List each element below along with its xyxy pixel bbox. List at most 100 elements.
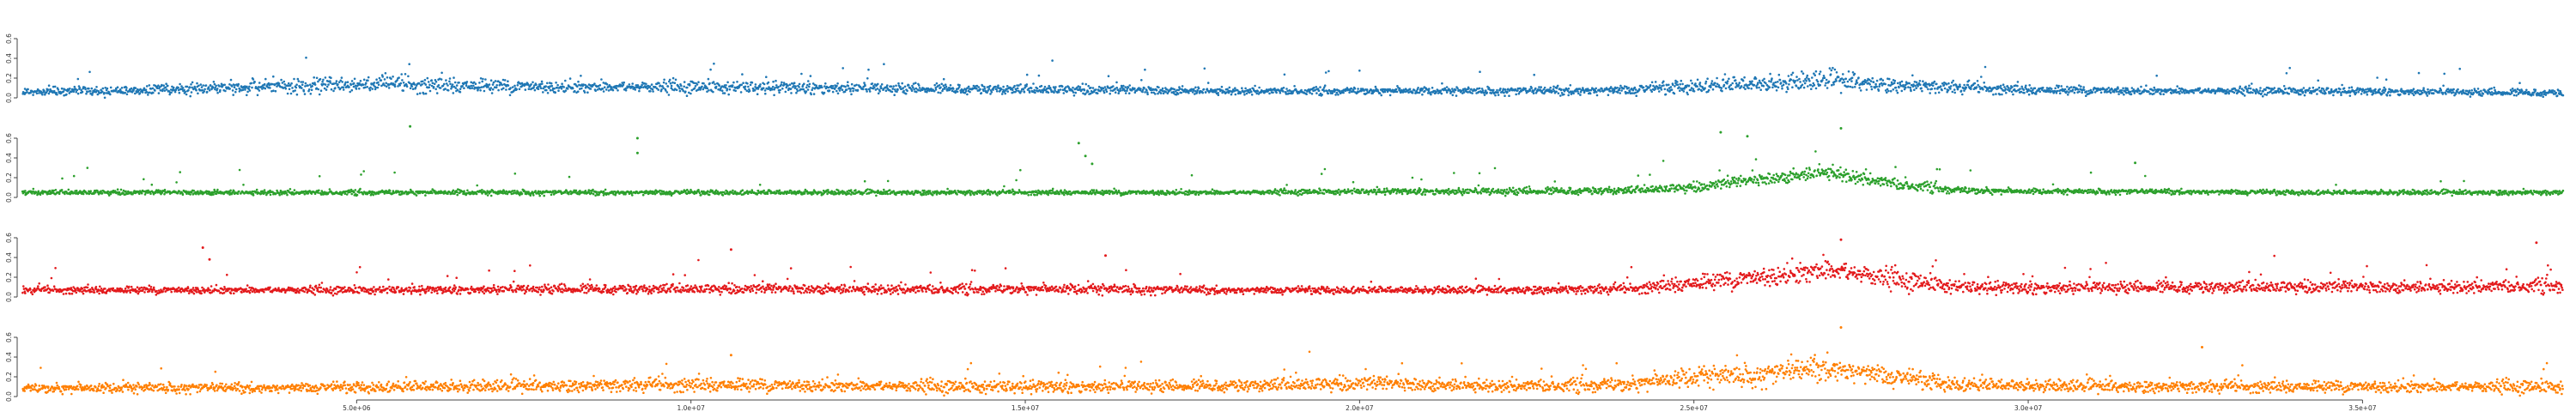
data-point (2421, 91, 2424, 94)
data-point (1451, 94, 1455, 97)
data-point (1072, 94, 1076, 97)
data-point (532, 81, 534, 84)
data-point (422, 93, 425, 95)
data-point (734, 89, 737, 93)
data-point (404, 73, 407, 76)
data-point (204, 88, 206, 91)
data-point (209, 84, 212, 87)
data-point (727, 93, 730, 96)
data-point (201, 88, 204, 92)
data-point (2490, 87, 2493, 90)
data-point (790, 92, 793, 94)
data-point (1959, 83, 1961, 86)
data-point (667, 94, 671, 96)
data-point (430, 79, 434, 82)
data-point (745, 89, 749, 92)
data-point (1540, 86, 1542, 88)
data-point (1967, 79, 1971, 82)
data-point (660, 88, 663, 91)
data-point (296, 77, 300, 81)
data-point (490, 92, 494, 94)
data-point (942, 77, 945, 81)
data-point (1714, 82, 1716, 85)
data-point (453, 85, 456, 88)
data-point (1483, 94, 1486, 96)
data-point (1533, 73, 1535, 76)
data-point (988, 84, 992, 88)
data-point (430, 84, 434, 88)
data-point (53, 85, 57, 88)
data-point (293, 77, 295, 81)
data-point (447, 84, 449, 87)
data-point (1771, 77, 1773, 80)
data-point (445, 82, 448, 85)
data-point (338, 191, 342, 194)
data-point (280, 78, 283, 82)
data-point (1268, 92, 1271, 95)
data-point (1893, 79, 1897, 82)
data-point (2302, 87, 2306, 89)
data-point (1154, 93, 1157, 95)
data-point (305, 56, 307, 59)
data-point (1066, 90, 1069, 93)
data-point (1823, 76, 1826, 79)
data-point (69, 88, 71, 90)
data-point (1283, 73, 1286, 76)
data-point (1707, 88, 1710, 92)
data-point (1933, 80, 1936, 83)
data-point (70, 90, 73, 94)
data-point (1577, 90, 1579, 93)
data-point (1826, 87, 1829, 89)
data-point (180, 85, 183, 88)
data-point (1835, 80, 1838, 82)
data-point (1122, 84, 1125, 88)
data-point (2242, 89, 2245, 92)
data-point (732, 81, 735, 84)
data-point (852, 88, 855, 90)
data-point (1479, 70, 1481, 73)
data-point (809, 75, 812, 77)
data-point (864, 84, 866, 88)
data-point (57, 88, 60, 91)
data-point (1951, 90, 1954, 94)
data-point (1778, 78, 1782, 82)
data-point (1081, 82, 1084, 85)
data-point (402, 82, 405, 84)
data-point (2317, 79, 2319, 82)
data-point (777, 86, 780, 88)
y-tick-label: 0.0 (5, 192, 13, 203)
data-point (1417, 87, 1419, 89)
data-point (841, 84, 843, 88)
data-point (708, 89, 710, 92)
data-point (1245, 92, 1249, 95)
data-point (694, 85, 697, 88)
data-point (1978, 91, 1981, 94)
data-point (1737, 84, 1741, 87)
data-point (2120, 89, 2123, 92)
data-point (332, 89, 335, 93)
data-point (1013, 84, 1016, 88)
data-point (1977, 83, 1979, 87)
series-points (21, 56, 2565, 100)
y-tick-label: 0.6 (5, 33, 13, 44)
data-point (1577, 92, 1580, 95)
data-point (2439, 89, 2443, 92)
data-point (2192, 92, 2196, 94)
data-point (702, 82, 705, 85)
data-point (489, 79, 493, 82)
data-point (2332, 94, 2335, 97)
data-point (1726, 82, 1728, 85)
data-point (232, 94, 235, 96)
data-point (322, 82, 325, 86)
data-point (1126, 89, 1128, 93)
data-point (272, 89, 275, 92)
data-point (1779, 82, 1783, 84)
panel-1: 0.00.20.40.6 (5, 33, 2565, 103)
data-point (526, 83, 530, 87)
data-point (533, 84, 536, 87)
data-point (1992, 93, 1995, 96)
data-point (289, 188, 292, 191)
data-point (315, 87, 319, 90)
data-point (2342, 87, 2346, 90)
data-point (95, 86, 98, 88)
